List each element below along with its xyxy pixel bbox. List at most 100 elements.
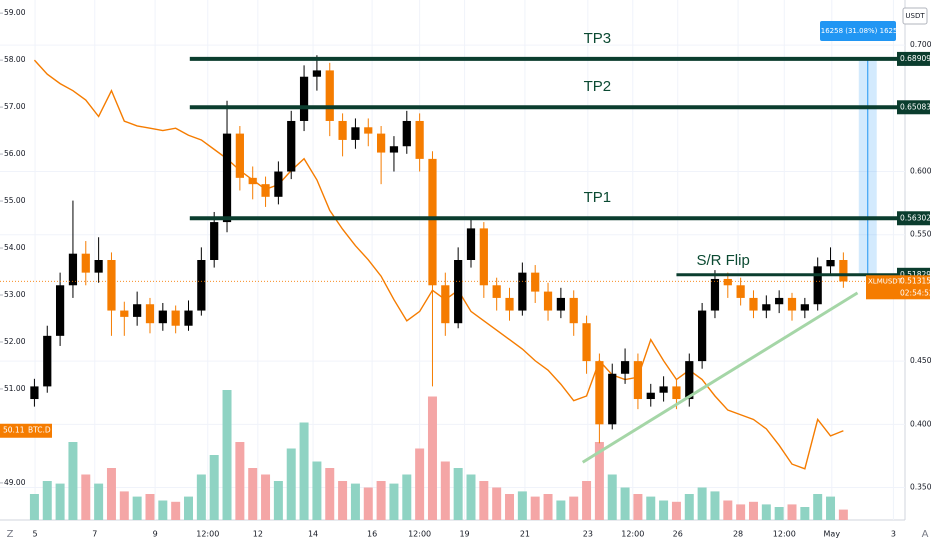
level-price: 0.56302: [900, 213, 931, 222]
level-name: S/R Flip: [696, 252, 749, 269]
candle-body: [428, 158, 437, 286]
candle-body: [107, 260, 116, 311]
candle-body: [158, 310, 167, 324]
volume-bar: [530, 496, 540, 520]
x-tick-label: 19: [459, 530, 469, 539]
candle-body: [68, 253, 78, 286]
volume-bar: [774, 507, 784, 520]
countdown-label: 02:54:52: [900, 288, 932, 297]
y2-tick-label: 51.00: [4, 384, 26, 393]
y-tick-label: 0.55000: [910, 230, 932, 239]
currency-box[interactable]: [902, 7, 928, 25]
volume-bar: [68, 442, 78, 520]
volume-bar: [363, 487, 373, 520]
candle-body: [377, 133, 386, 153]
overlay-name: BTC.D: [28, 426, 51, 435]
level-price-box: [897, 100, 930, 115]
x-tick-label: 9: [153, 530, 158, 539]
volume-bar: [543, 494, 553, 520]
zoom-button[interactable]: Z: [7, 529, 14, 540]
grid: [0, 0, 905, 520]
volume-bar: [466, 474, 476, 520]
x-tick-label: 5: [33, 530, 38, 539]
volume-bar: [453, 468, 463, 520]
x-tick-label: 12:00: [196, 530, 219, 539]
overlay-value-box: [0, 423, 52, 438]
volume-bar: [697, 487, 707, 520]
candle-body: [364, 127, 373, 134]
auto-scale-button[interactable]: A: [922, 529, 929, 540]
volume-bar: [338, 481, 348, 520]
x-tick-label: 21: [520, 530, 530, 539]
volume-bar: [248, 468, 258, 520]
candle-body: [646, 392, 655, 400]
overlay-value: 50.11: [3, 426, 25, 435]
level-price: 0.68909: [900, 54, 931, 63]
volume-bar: [235, 442, 245, 520]
volume-bar: [29, 494, 39, 520]
candle-body: [582, 323, 591, 362]
btc-d-line: [33, 59, 844, 470]
candle-body: [839, 260, 848, 282]
trendline: [581, 291, 859, 464]
volume-bar: [671, 501, 681, 520]
candle-body: [94, 260, 103, 273]
candle-body: [659, 386, 668, 393]
candle-body: [569, 297, 578, 324]
candle-body: [723, 278, 732, 286]
volume-bar: [620, 487, 630, 520]
level-price-box: [897, 51, 930, 66]
volume-bar: [261, 474, 271, 520]
x-tick-label: 3: [891, 530, 896, 539]
measure-label-box: [820, 21, 896, 41]
x-tick-label: 12:00: [621, 530, 644, 539]
candle-body: [492, 285, 501, 298]
candle-body: [633, 361, 643, 400]
candle-body: [556, 297, 565, 311]
candle-body: [813, 266, 822, 305]
x-tick-label: May: [824, 530, 841, 539]
volume-bar: [582, 481, 592, 520]
btc-dominance: [33, 59, 844, 470]
candle-body: [133, 304, 142, 317]
y-tick-label: 0.70000: [910, 40, 932, 49]
candle-body: [43, 335, 52, 387]
volume-bar: [826, 496, 836, 520]
volume-bar: [94, 483, 104, 520]
candle-body: [248, 177, 257, 185]
y-tick-label: 0.45000: [910, 356, 932, 365]
volume-bar: [171, 501, 181, 520]
volume-bar: [312, 461, 322, 520]
candle-body: [287, 120, 296, 172]
volume-bar: [440, 461, 450, 520]
candle-body: [351, 127, 360, 140]
volume-bar: [684, 494, 694, 520]
volume-bar: [736, 504, 746, 520]
candle-body: [518, 272, 527, 311]
volume-bar: [569, 496, 579, 520]
candle-body: [620, 361, 630, 374]
candle-body: [826, 260, 835, 267]
last-price-label: 0.51315: [900, 276, 931, 285]
candle-body: [441, 285, 450, 324]
candle-body: [210, 222, 219, 260]
candle-body: [389, 146, 399, 153]
candle-body: [184, 310, 193, 326]
candle-body: [454, 260, 463, 324]
volume-bar: [402, 474, 412, 520]
volume-bar: [325, 468, 335, 520]
level-price: 0.65083: [900, 102, 931, 111]
candle-body: [81, 253, 90, 273]
volume-bar: [800, 507, 810, 520]
candle-body: [55, 285, 65, 336]
drawings: 0.16258 (31.08%) 16258 TP3 0.68909 TP2 0.650…: [0, 21, 932, 464]
axes: 0.35000 0.40000 0.45000 0.60000 0.55000 0.700…: [0, 8, 932, 539]
volume-bar: [184, 496, 193, 520]
volume-bar: [761, 504, 771, 520]
candle-body: [762, 304, 771, 311]
volume-bar: [813, 494, 823, 520]
y2-tick-label: 53.00: [4, 290, 26, 299]
volume-bar: [492, 487, 502, 520]
volume-bar: [158, 500, 168, 520]
